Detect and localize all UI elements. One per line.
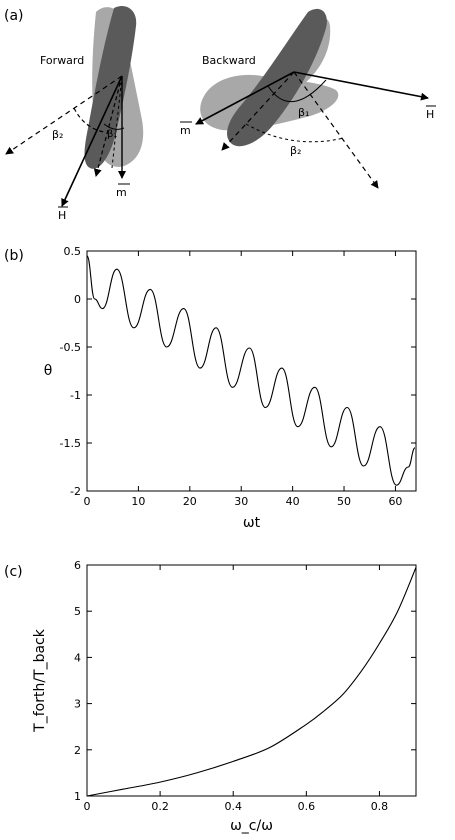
forward-beta1-label: β₁ xyxy=(107,129,117,140)
forward-H-label: H xyxy=(58,209,66,222)
panel-b-label: (b) xyxy=(4,248,24,264)
panel-b: (b) 0 10 20 30 40 50 60 0.5 0 -0.5 -1 -1.5 -2 θ ωt xyxy=(4,245,417,531)
chart-b: 0 10 20 30 40 50 60 0.5 0 -0.5 -1 -1.5 -2 θ ωt xyxy=(44,245,417,531)
panel-c-label: (c) xyxy=(4,564,23,580)
backward-m-label: m xyxy=(180,124,191,137)
chart-b-xtick-label: 40 xyxy=(286,495,300,508)
forward-beta2-arc xyxy=(73,107,105,133)
chart-c-ytick-label: 1 xyxy=(74,790,81,803)
chart-b-xtick-label: 10 xyxy=(131,495,145,508)
chart-c-ytick-label: 3 xyxy=(74,698,81,711)
backward-beta1-label: β₁ xyxy=(298,106,309,119)
chart-c-ytick-label: 2 xyxy=(74,744,81,757)
backward-diagram: Backward β₁ β₂ m H xyxy=(180,8,436,189)
backward-beta2-arc xyxy=(245,123,345,143)
chart-c-xtick-label: 0.4 xyxy=(224,800,242,813)
chart-b-ytick-label: -1 xyxy=(70,389,81,402)
chart-b-xtick-label: 20 xyxy=(183,495,197,508)
backward-dashed-arrow-2 xyxy=(293,71,379,189)
chart-c-xtick-label: 0.2 xyxy=(151,800,169,813)
backward-dark-body xyxy=(227,8,327,147)
backward-beta1-arc xyxy=(267,79,327,102)
chart-b-xtick-label: 50 xyxy=(337,495,351,508)
chart-b-xtick-label: 0 xyxy=(84,495,91,508)
chart-c-xtick-label: 0.6 xyxy=(298,800,316,813)
forward-diagram: Forward β₂ β₁ m H xyxy=(5,6,144,222)
panel-a-label: (a) xyxy=(4,8,24,24)
chart-c-ylabel: T_forth/T_back xyxy=(32,628,48,733)
chart-b-ytick-label: 0.5 xyxy=(64,245,82,258)
chart-b-ytick-label: 0 xyxy=(74,293,81,306)
backward-beta2-label: β₂ xyxy=(290,144,301,157)
chart-c: 0 0.2 0.4 0.6 0.8 6 5 4 3 2 1 T_forth/T_back ω_c/ω xyxy=(32,559,417,834)
chart-b-xlabel: ωt xyxy=(243,515,261,531)
chart-c-ytick-label: 5 xyxy=(74,605,81,618)
chart-c-xtick-label: 0.8 xyxy=(371,800,389,813)
backward-m-arrow xyxy=(195,71,295,125)
chart-b-ytick-label: -0.5 xyxy=(60,341,81,354)
chart-c-series-line xyxy=(86,567,417,797)
chart-b-ytick-label: -2 xyxy=(70,485,81,498)
chart-c-ytick-label: 6 xyxy=(74,559,81,572)
forward-m-label: m xyxy=(116,186,127,199)
chart-b-xtick-label: 60 xyxy=(388,495,402,508)
chart-b-ylabel: θ xyxy=(44,363,53,379)
forward-H-arrow xyxy=(61,75,123,207)
chart-c-xtick-label: 0 xyxy=(84,800,91,813)
chart-c-xlabel: ω_c/ω xyxy=(230,818,273,834)
forward-title: Forward xyxy=(40,54,84,67)
forward-beta1-arc xyxy=(103,123,125,130)
panel-c: (c) 0 0.2 0.4 0.6 0.8 6 5 4 3 2 1 T_forth/T_back ω_c… xyxy=(4,559,417,834)
backward-H-label: H xyxy=(426,108,434,121)
panel-a: (a) Forward β₂ β₁ m H xyxy=(4,6,436,222)
chart-b-series-line xyxy=(86,255,416,486)
chart-b-xtick-label: 30 xyxy=(234,495,248,508)
chart-c-ytick-label: 4 xyxy=(74,651,81,664)
backward-H-arrow xyxy=(293,71,429,101)
forward-dashed-arrow-2 xyxy=(93,75,123,177)
forward-beta2-label: β₂ xyxy=(52,128,63,141)
backward-title: Backward xyxy=(202,54,256,67)
chart-b-frame xyxy=(86,250,417,492)
chart-b-ytick-label: -1.5 xyxy=(60,437,81,450)
chart-c-frame xyxy=(86,564,417,797)
